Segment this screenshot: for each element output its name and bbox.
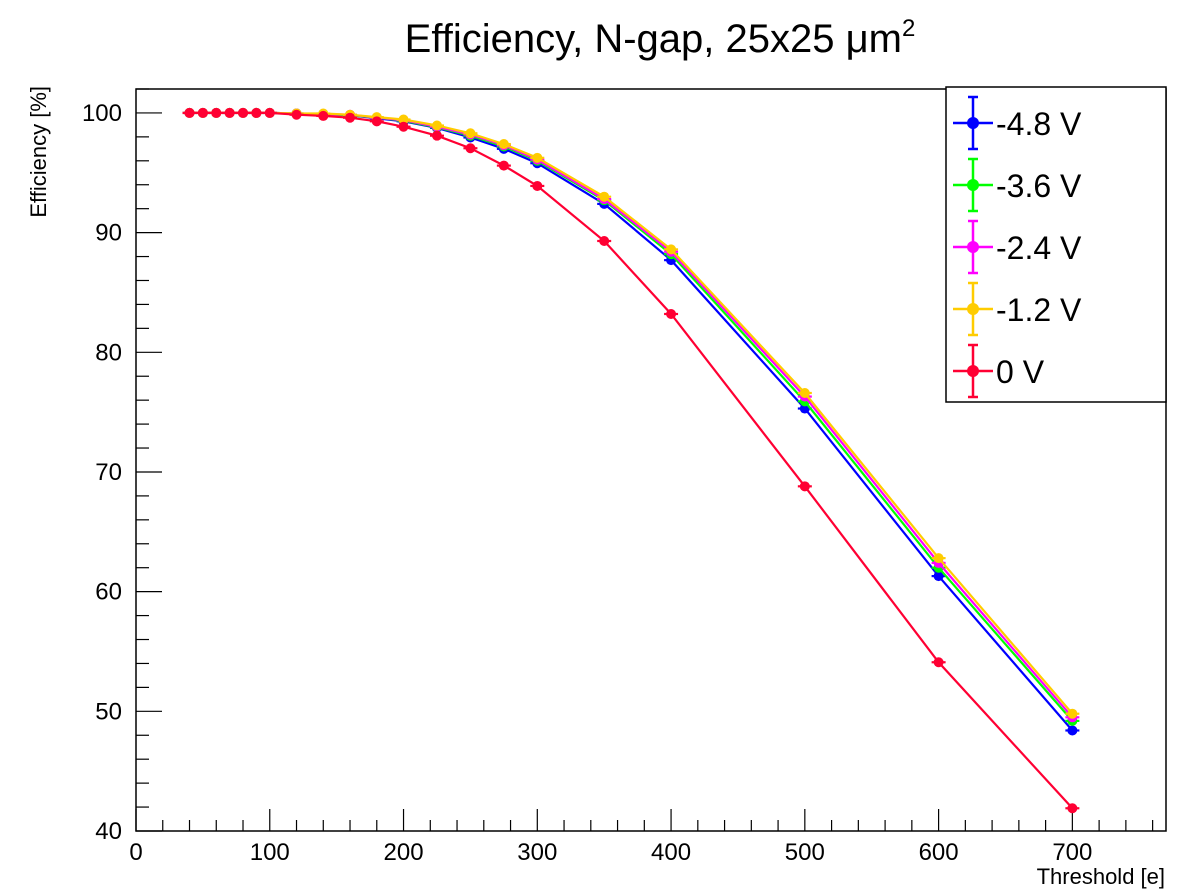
y-tick-label: 90 <box>95 220 122 247</box>
plot-area: 0 100 200 300 400 500 600 700 40 50 60 70 80 90 100 <box>82 88 1167 866</box>
data-point <box>431 130 442 141</box>
x-tick-label: 0 <box>129 839 142 866</box>
x-tick-label: 400 <box>651 839 691 866</box>
data-point <box>398 114 409 125</box>
data-point <box>933 571 944 582</box>
y-tick-label: 100 <box>82 100 122 127</box>
x-tick-label: 200 <box>384 839 424 866</box>
chart-title-main: Efficiency, N-gap, 25x25 μm <box>405 17 902 61</box>
data-point <box>1067 708 1078 719</box>
x-tick-label: 700 <box>1052 839 1092 866</box>
chart-title: Efficiency, N-gap, 25x25 μm2 <box>405 15 916 61</box>
data-point <box>666 244 677 255</box>
data-point <box>666 308 677 319</box>
data-point <box>532 152 543 163</box>
data-point <box>498 160 509 171</box>
legend-entry-label: -3.6 V <box>996 168 1082 204</box>
data-point <box>599 235 610 246</box>
data-point <box>1067 803 1078 814</box>
y-tick-label: 40 <box>95 818 122 845</box>
data-point <box>933 657 944 668</box>
data-point <box>211 107 222 118</box>
data-point <box>532 180 543 191</box>
data-point <box>345 112 356 123</box>
data-point <box>599 191 610 202</box>
data-point <box>318 110 329 121</box>
legend-marker-point <box>967 365 979 377</box>
legend-entry-label: -1.2 V <box>996 292 1082 328</box>
x-tick-label: 300 <box>517 839 557 866</box>
legend-marker-point <box>967 241 979 253</box>
data-point <box>799 481 810 492</box>
chart-title-superscript: 2 <box>902 15 915 42</box>
x-tick-label: 600 <box>919 839 959 866</box>
data-point <box>371 116 382 127</box>
data-point <box>197 107 208 118</box>
x-axis-label: Threshold [e] <box>1037 864 1165 889</box>
legend-marker-point <box>967 179 979 191</box>
data-point <box>184 107 195 118</box>
data-point <box>465 128 476 139</box>
legend: -4.8 V -3.6 V -2.4 V -1.2 V 0 V <box>945 86 1167 403</box>
y-axis-label: Efficiency [%] <box>26 86 51 218</box>
data-point <box>498 139 509 150</box>
data-point <box>431 120 442 131</box>
y-tick-label: 60 <box>95 579 122 606</box>
plot-frame <box>135 88 1167 832</box>
x-tick-label: 500 <box>785 839 825 866</box>
data-point <box>398 121 409 132</box>
data-point <box>264 107 275 118</box>
data-point <box>238 107 249 118</box>
legend-entry-label: -2.4 V <box>996 230 1082 266</box>
data-point <box>224 107 235 118</box>
legend-entry-label: 0 V <box>996 354 1045 390</box>
y-tick-label: 70 <box>95 459 122 486</box>
data-point <box>291 109 302 120</box>
data-point <box>465 143 476 154</box>
legend-entry-label: -4.8 V <box>996 106 1082 142</box>
data-point <box>799 387 810 398</box>
data-point <box>933 553 944 564</box>
y-tick-label: 80 <box>95 339 122 366</box>
data-point <box>251 107 262 118</box>
y-tick-label: 50 <box>95 698 122 725</box>
x-tick-label: 100 <box>250 839 290 866</box>
legend-box <box>945 86 1167 403</box>
data-point <box>1067 725 1078 736</box>
legend-marker-point <box>967 117 979 129</box>
legend-marker-point <box>967 303 979 315</box>
